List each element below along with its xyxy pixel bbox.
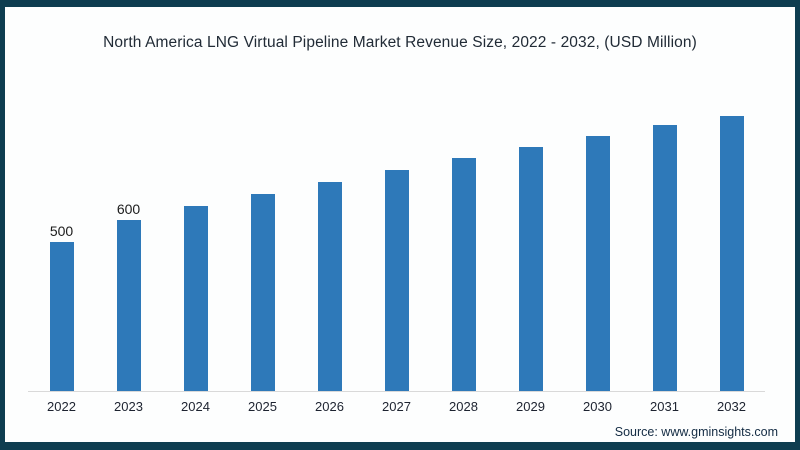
- x-tick-label-2024: 2024: [181, 399, 210, 414]
- bar-cell-2024: [162, 206, 229, 391]
- x-tick-label-2030: 2030: [583, 399, 612, 414]
- bar-cell-2032: [698, 116, 765, 391]
- bar-2029: [518, 147, 543, 391]
- bar-2026: [317, 182, 342, 391]
- chart-title: North America LNG Virtual Pipeline Marke…: [103, 34, 697, 51]
- x-tick-label-2028: 2028: [449, 399, 478, 414]
- bar-cell-2022: 500: [28, 224, 95, 391]
- bar-cell-2026: [296, 182, 363, 391]
- bar-2028: [451, 158, 476, 391]
- bar-2032: [719, 116, 744, 391]
- bar-cell-2025: [229, 194, 296, 391]
- bar-2024: [183, 206, 208, 391]
- bar-value-label-2023: 600: [116, 201, 141, 217]
- x-tick-label-2029: 2029: [516, 399, 545, 414]
- x-tick-label-2031: 2031: [650, 399, 679, 414]
- x-tick-label-2025: 2025: [248, 399, 277, 414]
- bar-cell-2030: [564, 136, 631, 391]
- x-tick-label-2032: 2032: [717, 399, 746, 414]
- x-tick-label-2027: 2027: [382, 399, 411, 414]
- bar-2025: [250, 194, 275, 391]
- bar-2031: [652, 125, 677, 391]
- bar-cell-2031: [631, 125, 698, 391]
- bar-2027: [384, 170, 409, 391]
- x-tick-label-2023: 2023: [114, 399, 143, 414]
- chart-plot: 500 600: [28, 95, 765, 392]
- bar-value-label-2022: 500: [49, 223, 74, 239]
- bar-cell-2029: [497, 147, 564, 391]
- bar-2030: [585, 136, 610, 391]
- x-axis-labels: 2022 2023 2024 2025 2026 2027 2028 2029 2030 2031…: [28, 399, 765, 414]
- bar-2022: [49, 242, 74, 391]
- x-tick-label-2022: 2022: [47, 399, 76, 414]
- bar-2023: [116, 220, 141, 391]
- bar-cell-2028: [430, 158, 497, 391]
- x-tick-label-2026: 2026: [315, 399, 344, 414]
- bar-cell-2023: 600: [95, 202, 162, 391]
- source-attribution: Source: www.gminsights.com: [614, 425, 778, 439]
- bar-cell-2027: [363, 170, 430, 391]
